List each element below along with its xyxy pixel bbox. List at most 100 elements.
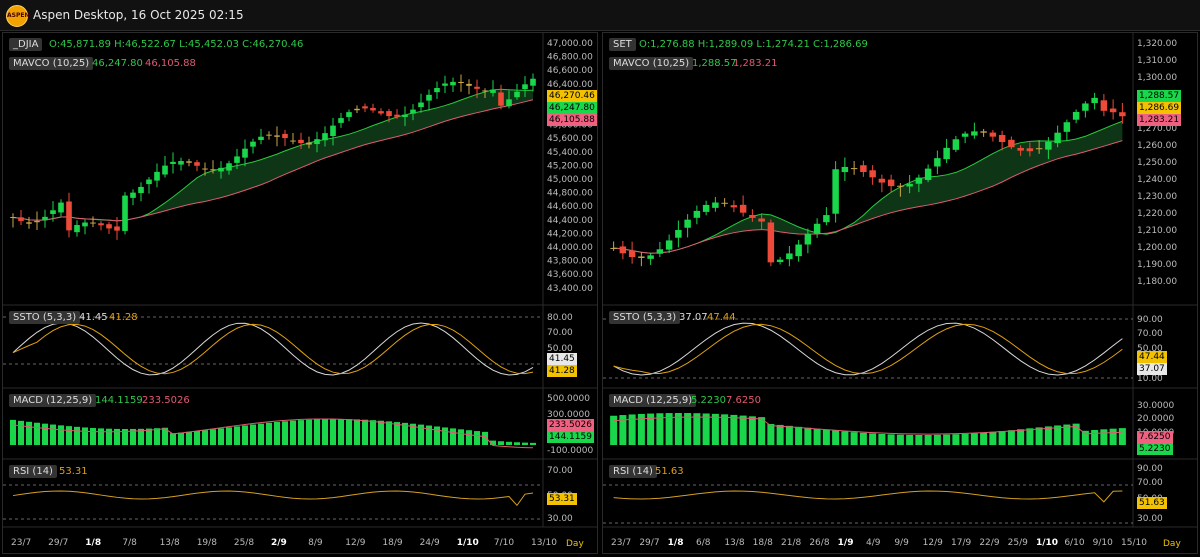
rsi-tag-value: 51.63 — [1137, 497, 1167, 509]
macd-bar — [49, 424, 57, 445]
price-tag-slow: 1,283.21 — [1137, 114, 1182, 126]
x-axis-label: 7/8 — [122, 538, 137, 548]
macd-bar — [209, 429, 217, 445]
candle-body — [418, 102, 424, 108]
candle-body — [850, 168, 858, 170]
macd-bar — [225, 427, 233, 445]
macd-signal-line — [12, 418, 534, 449]
rsi-tag[interactable]: RSI (14) — [9, 465, 57, 478]
candle-body — [378, 111, 384, 114]
mavco-tag[interactable]: MAVCO (10,25) — [609, 57, 694, 70]
macd-bar — [943, 434, 951, 445]
price-axis-tick: 1,210.00 — [1137, 226, 1177, 236]
candle-body — [226, 163, 232, 171]
macd-bar — [795, 426, 803, 445]
ssto-k-value: 41.45 — [79, 312, 108, 323]
timeframe-day[interactable]: Day — [1163, 539, 1181, 549]
macd-bar — [113, 428, 121, 445]
candle-body — [18, 217, 24, 221]
macd-bar — [619, 415, 627, 445]
macd-bar — [998, 431, 1006, 445]
price-axis-tick: 1,230.00 — [1137, 192, 1177, 202]
chart-panel-djia[interactable]: 47,000.0046,800.0046,600.0046,400.0046,2… — [2, 32, 598, 554]
candle-body — [647, 255, 654, 259]
macd-tag[interactable]: MACD (12,25,9) — [9, 394, 97, 407]
macd-bar — [249, 424, 257, 445]
macd-bar — [758, 417, 766, 445]
ssto-tag[interactable]: SSTO (5,3,3) — [609, 311, 681, 324]
macd-bar — [425, 425, 433, 445]
price-tag-close: 46,270.46 — [547, 90, 597, 102]
ohlc-readout: O:1,276.88 H:1,289.09 L:1,274.21 C:1,286… — [639, 39, 868, 50]
candle-body — [194, 162, 200, 166]
candle-body — [314, 139, 320, 145]
candle-body — [887, 179, 895, 187]
price-axis-tick: 45,200.00 — [547, 161, 593, 171]
x-axis-label: 1/10 — [457, 538, 479, 548]
candle-body — [1054, 132, 1061, 144]
candle-body — [274, 135, 280, 137]
macd-bar — [409, 423, 417, 445]
candle-body — [1091, 97, 1098, 104]
macd-bar — [1017, 429, 1025, 445]
chart-panel-set[interactable]: 1,320.001,310.001,300.001,290.001,280.00… — [602, 32, 1198, 554]
candle-body — [804, 234, 812, 245]
candle-body — [386, 111, 392, 117]
candle-body — [906, 183, 913, 187]
macd-bar — [813, 428, 821, 445]
macd-bar — [169, 433, 177, 445]
mavco-slow-line — [12, 99, 534, 222]
candle-body — [1008, 139, 1015, 148]
price-axis-tick: 43,800.00 — [547, 257, 593, 267]
price-axis-tick: 45,400.00 — [547, 148, 593, 158]
x-axis-label: 12/9 — [345, 538, 365, 548]
macd-bar — [970, 433, 978, 445]
candle-body — [306, 142, 312, 145]
symbol-tag[interactable]: SET — [609, 38, 636, 51]
candle-body — [776, 259, 784, 263]
candle-body — [989, 132, 997, 137]
candle-body — [90, 222, 96, 224]
price-tag-close: 1,286.69 — [1137, 102, 1182, 114]
djia-chart-canvas[interactable]: 47,000.0046,800.0046,600.0046,400.0046,2… — [3, 33, 597, 553]
ssto-axis-tick: 90.00 — [1137, 315, 1163, 325]
mavco-tag[interactable]: MAVCO (10,25) — [9, 57, 94, 70]
ssto-axis-tick: 70.00 — [1137, 329, 1163, 339]
ssto-tag-d: 41.28 — [547, 365, 577, 377]
macd-bar — [887, 434, 895, 445]
candle-body — [786, 253, 793, 260]
candle-body — [426, 94, 432, 101]
ssto-tag[interactable]: SSTO (5,3,3) — [9, 311, 81, 324]
macd-bar — [711, 413, 719, 445]
candle-body — [924, 168, 932, 180]
macd-bar — [869, 433, 877, 445]
rsi-tag-value: 53.31 — [547, 493, 577, 505]
macd-bar — [1072, 423, 1080, 445]
macd-tag[interactable]: MACD (12,25,9) — [609, 394, 697, 407]
x-axis-label: 29/7 — [48, 538, 68, 548]
candle-body — [1082, 103, 1089, 111]
x-axis-label: 6/10 — [1064, 538, 1084, 548]
macd-tag-signal: 7.6250 — [1137, 431, 1173, 443]
set-chart-canvas[interactable]: 1,320.001,310.001,300.001,290.001,280.00… — [603, 33, 1197, 553]
macd-bar — [417, 424, 425, 445]
macd-bar — [433, 426, 441, 445]
timeframe-day[interactable]: Day — [566, 539, 584, 549]
macd-bar — [933, 434, 941, 445]
rsi-tag[interactable]: RSI (14) — [609, 465, 657, 478]
price-tag-slow: 46,105.88 — [547, 114, 597, 126]
candle-body — [82, 222, 88, 227]
price-axis-tick: 1,250.00 — [1137, 158, 1177, 168]
symbol-tag[interactable]: _DJIA — [9, 38, 43, 51]
macd-bar — [1026, 428, 1034, 445]
x-axis-label: 8/9 — [308, 538, 323, 548]
macd-bar — [457, 429, 465, 445]
candle-body — [971, 131, 978, 136]
candle-body — [628, 250, 636, 258]
candle-body — [34, 221, 40, 223]
macd-bar — [785, 425, 793, 445]
candle-body — [878, 178, 886, 183]
rsi-axis-tick: 30.00 — [1137, 514, 1163, 524]
ssto-d-line — [613, 323, 1123, 375]
candle-body — [330, 125, 336, 137]
